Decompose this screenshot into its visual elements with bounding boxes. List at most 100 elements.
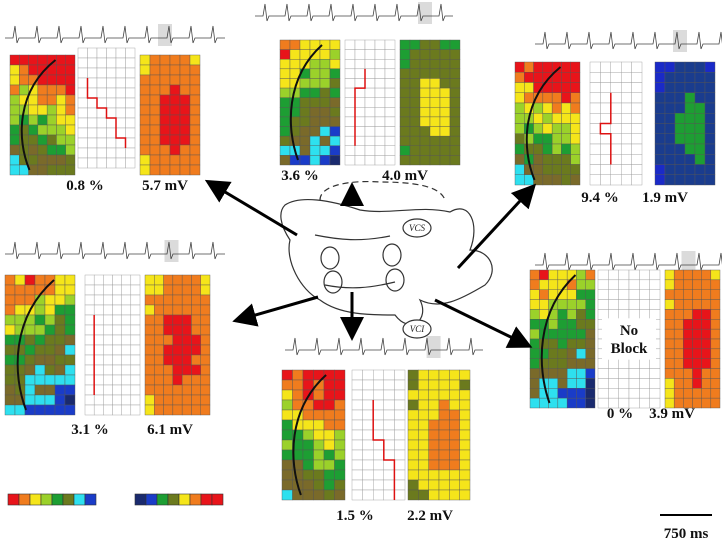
grid-cell (394, 469, 406, 481)
grid-cell (438, 459, 450, 471)
grid-cell (557, 378, 568, 389)
grid-cell (149, 124, 161, 136)
color-legend (7, 493, 224, 506)
grid-cell (191, 364, 201, 376)
grid-cell (529, 269, 540, 281)
grid-cell (409, 68, 421, 79)
voltage-map (664, 269, 721, 409)
voltage-value: 4.0 mV (382, 168, 428, 184)
grid-cell (87, 127, 98, 139)
grid-cell (566, 368, 577, 379)
grid-cell (163, 294, 174, 306)
grid-cell (664, 92, 676, 104)
grid-cell (87, 97, 98, 109)
grid-cell (44, 304, 56, 316)
grid-cell (429, 107, 441, 118)
grid-cell (438, 419, 450, 431)
ecg-trace (535, 252, 722, 271)
grid-cell (576, 319, 586, 330)
grid-cell (600, 154, 612, 165)
grid-cell (24, 374, 36, 386)
grid-cell (130, 374, 141, 386)
grid-cell (46, 134, 57, 146)
grid-cell (181, 384, 192, 396)
grid-cell (407, 409, 419, 421)
grid-cell (121, 314, 132, 326)
grid-cell (179, 154, 191, 166)
grid-cell (351, 489, 363, 501)
grid-cell (115, 117, 126, 129)
grid-cell (585, 328, 596, 340)
grid-cell (438, 379, 450, 391)
grid-cell (103, 394, 113, 406)
arrows (204, 179, 537, 348)
grid-cell (561, 164, 571, 175)
grid-cell (200, 384, 211, 396)
grid-cell (319, 145, 331, 156)
grid-cell (514, 143, 525, 155)
grid-cell (692, 269, 702, 281)
grid-cell (179, 134, 191, 146)
grid-cell (557, 348, 568, 359)
grid-cell (449, 419, 460, 431)
grid-cell (631, 102, 643, 114)
grid-cell (649, 289, 661, 300)
grid-cell (54, 294, 66, 306)
grid-cell (438, 399, 450, 411)
grid-cell (439, 49, 451, 60)
grid-cell (9, 74, 20, 86)
grid-cell (362, 449, 374, 461)
grid-cell (309, 126, 321, 137)
grid-cell (169, 114, 181, 126)
grid-cell (191, 404, 201, 416)
grid-cell (428, 379, 440, 391)
grid-cell (373, 489, 385, 501)
grid-cell (54, 274, 66, 286)
grid-cell (329, 87, 341, 98)
grid-cell (64, 364, 76, 376)
activation-map (279, 39, 341, 166)
grid-cell (46, 114, 57, 126)
grid-cell (281, 479, 293, 491)
grid-cell (28, 54, 39, 66)
grid-cell (639, 299, 650, 310)
grid-cell (394, 409, 406, 421)
grid-cell (701, 338, 712, 350)
grid-cell (621, 174, 632, 186)
grid-cell (399, 78, 411, 89)
grid-cell (281, 369, 293, 381)
grid-cell (362, 469, 374, 481)
grid-cell (664, 174, 676, 186)
grid-cell (112, 354, 122, 366)
grid-cell (77, 157, 88, 169)
grid-cell (189, 54, 201, 66)
grid-cell (649, 269, 661, 281)
grid-cell (585, 348, 596, 359)
grid-cell (621, 113, 632, 124)
activation-map (4, 274, 76, 416)
grid-cell (292, 369, 304, 381)
grid-cell (438, 479, 450, 491)
grid-cell (438, 469, 450, 481)
grid-cell (9, 124, 20, 136)
grid-cell (65, 104, 76, 116)
grid-cell (299, 145, 311, 156)
grid-cell (409, 155, 421, 166)
grid-cell (279, 135, 291, 146)
grid-cell (181, 374, 192, 386)
grid-cell (585, 397, 596, 409)
grid-cell (673, 279, 684, 290)
grid-cell (570, 143, 581, 155)
grid-cell (93, 344, 104, 356)
grid-cell (539, 299, 549, 310)
grid-cell (163, 404, 174, 416)
grid-cell (144, 354, 155, 366)
grid-cell (4, 314, 16, 326)
grid-cell (684, 72, 696, 83)
grid-cell (631, 174, 643, 186)
grid-cell (407, 389, 419, 401)
grid-cell (172, 304, 183, 316)
grid-cell (589, 143, 601, 155)
grid-cell (684, 164, 696, 175)
grid-cell (428, 479, 440, 491)
